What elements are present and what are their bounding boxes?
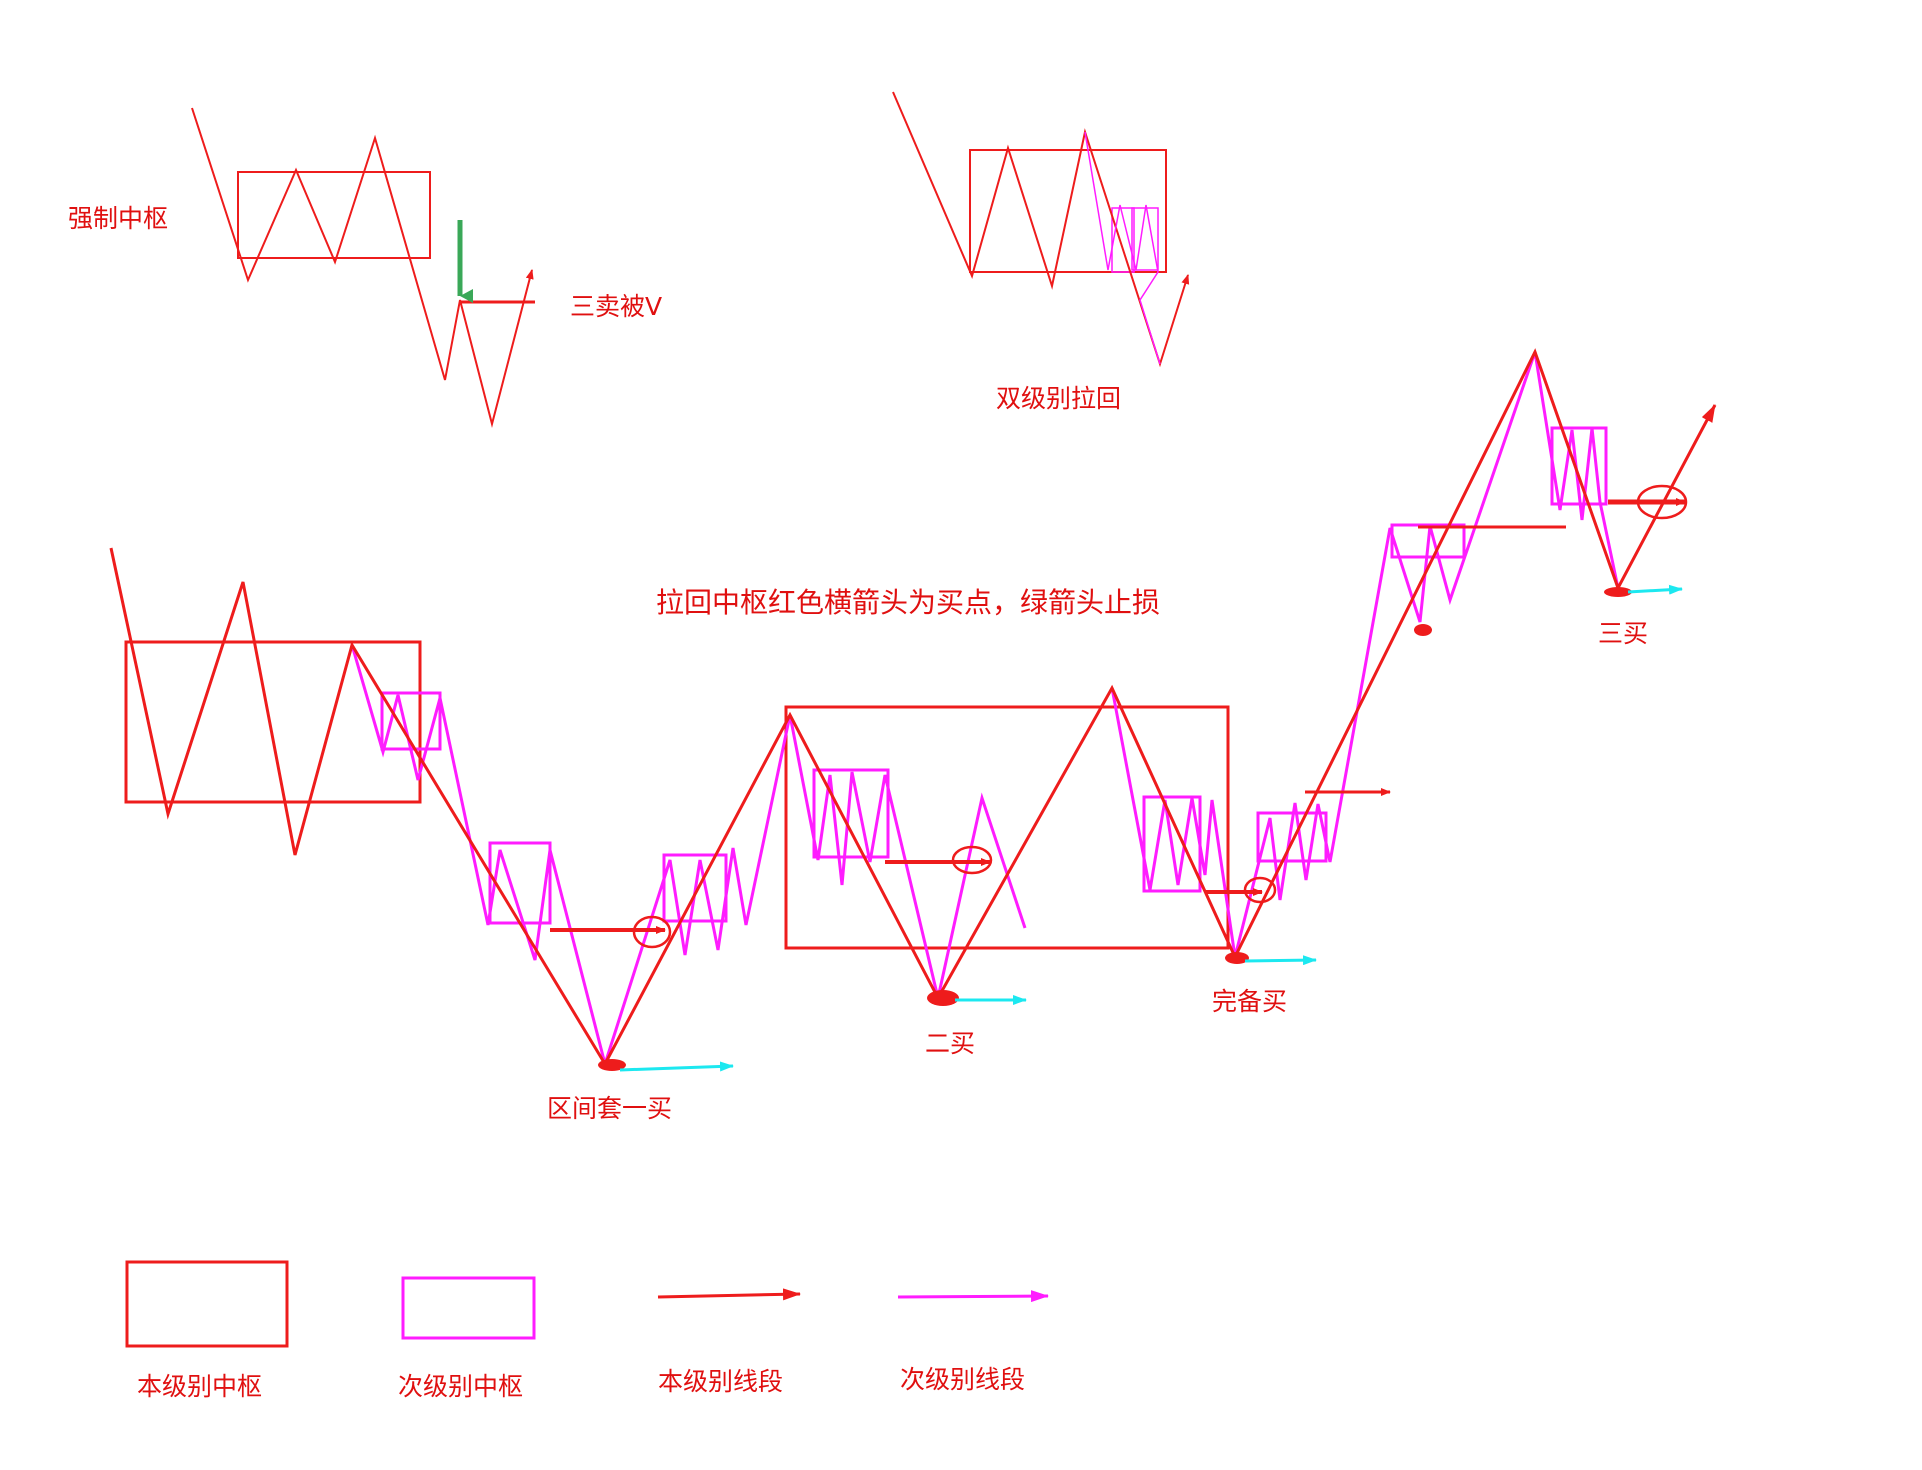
legend-sub-segment-swatch (897, 1290, 1049, 1303)
legend-main-segment-label: 本级别线段 (658, 1367, 783, 1396)
double-level-main-box (969, 149, 1167, 273)
main-center-box-2 (784, 705, 1230, 950)
legend-sub-center-label: 次级别中枢 (398, 1372, 523, 1401)
main-note: 拉回中枢红色横箭头为买点，绿箭头止损 (656, 586, 1160, 619)
forced-center-segments (191, 107, 534, 428)
first-buy-dot (598, 1059, 626, 1071)
sub-segment-path-7 (1533, 351, 1620, 589)
legend-main-center-swatch (125, 1260, 289, 1348)
double-level-sub-segments (1084, 131, 1161, 365)
sub-segment-path-1 (350, 644, 607, 1065)
extra-buy-dot (1414, 624, 1432, 636)
interval-first-buy-label: 区间套一买 (547, 1094, 672, 1123)
double-level-pullback-example: 双级别拉回 (892, 91, 1190, 413)
sub-level-centers (380, 426, 1608, 925)
legend-sub-center-swatch (401, 1276, 536, 1340)
main-segment-path (109, 348, 1717, 1068)
third-buy-label: 三买 (1598, 619, 1648, 648)
legend-sub-segment-label: 次级别线段 (900, 1365, 1025, 1394)
third-buy-dot (1604, 587, 1632, 597)
double-level-main-segments (892, 91, 1190, 368)
main-center-box-1 (124, 640, 422, 804)
buy-circle-3 (1243, 876, 1277, 904)
sub-segment-path-5 (1110, 687, 1237, 958)
sub-center-box-4 (812, 768, 890, 859)
main-level-segments (109, 348, 1717, 1068)
sub-level-segments (350, 351, 1620, 1065)
cyan-arrow-1 (619, 1061, 734, 1072)
cyan-arrows (619, 584, 1683, 1072)
legend-main-segment-swatch (657, 1288, 801, 1301)
forced-center-box (237, 171, 431, 259)
double-level-sub-box-1 (1111, 207, 1135, 273)
double-level-pullback-label: 双级别拉回 (996, 384, 1121, 413)
forced-center-example: 强制中枢 三卖被V (68, 107, 662, 428)
complete-buy-dot (1225, 952, 1249, 964)
main-level-centers (124, 640, 1230, 950)
cyan-arrow-4 (1627, 584, 1683, 595)
double-level-sub-box-2 (1131, 207, 1159, 271)
buy-circle-2 (951, 845, 993, 875)
sub-segment-path-4 (936, 792, 1027, 999)
buy-point-circles (632, 484, 1688, 949)
legend-main-center-label: 本级别中枢 (137, 1372, 262, 1401)
buy-point-dots (598, 587, 1632, 1071)
sub-segment-path-6 (1233, 351, 1537, 958)
sub-segment-path-3 (788, 714, 940, 999)
second-buy-dot (927, 990, 959, 1006)
buy-point-arrows (550, 498, 1686, 934)
cyan-arrow-3 (1244, 955, 1317, 966)
sub-segment-path-2 (603, 714, 792, 1065)
legend: 本级别中枢 次级别中枢 本级别线段 次级别线段 (125, 1260, 1049, 1401)
third-sell-v-label: 三卖被V (570, 292, 662, 321)
buy-circle-4 (1636, 484, 1688, 520)
forced-center-label: 强制中枢 (68, 204, 168, 233)
complete-buy-label: 完备买 (1212, 987, 1287, 1016)
buy-circle-1 (632, 915, 672, 949)
second-buy-label: 二买 (925, 1029, 975, 1058)
